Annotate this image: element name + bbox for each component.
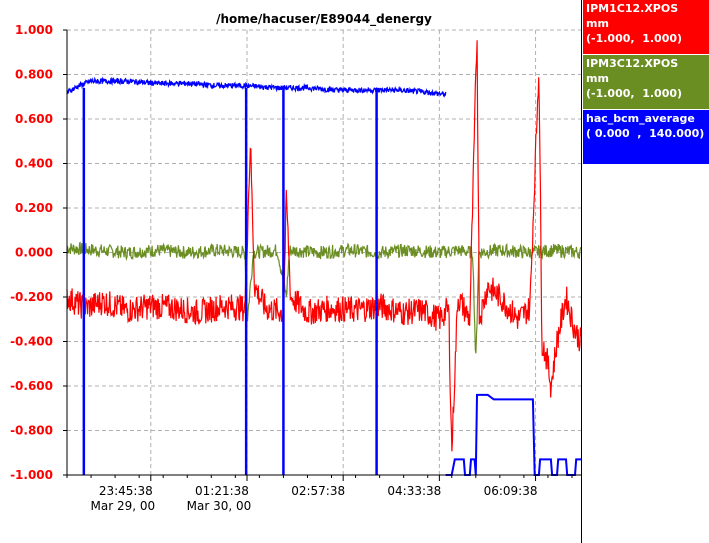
series-layer — [66, 40, 582, 476]
y-tick-label: 0.600 — [15, 112, 53, 126]
legend-item-ipm3[interactable]: IPM3C12.XPOS mm (-1.000, 1.000) — [583, 55, 709, 109]
legend-name: IPM1C12.XPOS — [586, 2, 679, 15]
legend-range: ( 0.000 , 140.000) — [586, 127, 705, 140]
x-tick-label: 06:09:38 — [484, 484, 538, 498]
chart-title: /home/hacuser/E89044_denergy — [216, 12, 432, 27]
legend-name: IPM3C12.XPOS — [586, 57, 679, 70]
legend-unit: mm — [586, 72, 609, 85]
y-tick-label: 0.000 — [15, 246, 53, 260]
x-tick-label: 23:45:38 — [99, 484, 153, 498]
x-tick-date-label: Mar 29, 00 — [90, 499, 155, 513]
legend-divider — [581, 0, 582, 543]
y-tick-label: 0.800 — [15, 68, 53, 82]
y-tick-label: -0.400 — [10, 335, 53, 349]
legend-item-ipm1[interactable]: IPM1C12.XPOS mm (-1.000, 1.000) — [583, 0, 709, 54]
legend-name: hac_bcm_average — [586, 112, 695, 125]
legend-item-bcm[interactable]: hac_bcm_average ( 0.000 , 140.000) — [583, 110, 709, 164]
series-line-hac-bcm — [66, 76, 447, 98]
axes: 1.000 0.800 0.600 0.400 0.200 0.000 -0.200 -0.4… — [10, 23, 581, 513]
y-tick-label: -0.200 — [10, 290, 53, 304]
y-tick-label: 0.200 — [15, 201, 53, 215]
y-tick-label: -1.000 — [10, 468, 53, 482]
series-line-ipm3c12 — [66, 241, 582, 354]
series-line-ipm1c12 — [66, 40, 582, 452]
x-tick-label: 02:57:38 — [291, 484, 345, 498]
legend-unit: mm — [586, 17, 609, 30]
y-tick-label: -0.600 — [10, 379, 53, 393]
x-tick-label: 01:21:38 — [195, 484, 249, 498]
y-tick-label: 0.400 — [15, 157, 53, 171]
series-tail-hac-bcm — [445, 393, 581, 476]
x-tick-label: 04:33:38 — [387, 484, 441, 498]
x-tick-date-label: Mar 30, 00 — [187, 499, 252, 513]
y-tick-label: -0.800 — [10, 424, 53, 438]
legend-range: (-1.000, 1.000) — [586, 32, 683, 45]
y-tick-label: 1.000 — [15, 23, 53, 37]
legend-range: (-1.000, 1.000) — [586, 87, 683, 100]
